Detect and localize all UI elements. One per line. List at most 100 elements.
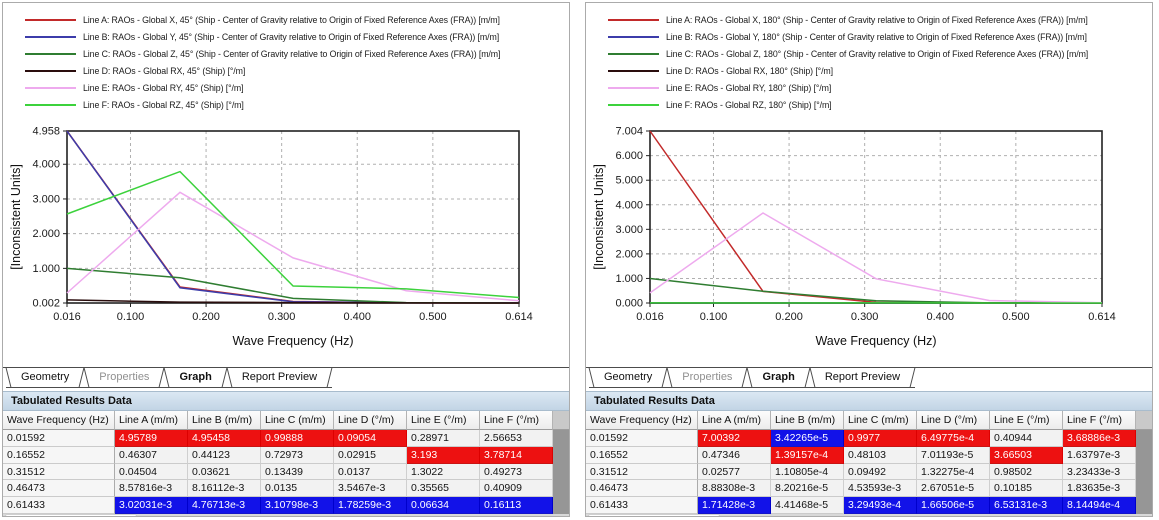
cell-line-f[interactable]: 0.16113 <box>480 497 553 514</box>
cell-frequency[interactable]: 0.16552 <box>586 446 698 464</box>
cell-line-f[interactable]: 8.14494e-4 <box>1063 497 1136 514</box>
cell-line-c[interactable]: 0.9977 <box>844 430 917 447</box>
tab-graph[interactable]: Graph <box>747 368 810 388</box>
tab-report-preview[interactable]: Report Preview <box>809 368 916 388</box>
cell-line-c[interactable]: 0.99888 <box>261 430 334 447</box>
cell-line-c[interactable]: 3.29493e-4 <box>844 497 917 514</box>
cell-line-f[interactable]: 0.40909 <box>480 480 553 498</box>
row-filler <box>553 446 569 464</box>
cell-line-a[interactable]: 0.02577 <box>698 463 771 481</box>
cell-line-d[interactable]: 7.01193e-5 <box>917 446 990 464</box>
legend-item: Line C: RAOs - Global Z, 180° (Ship - Ce… <box>608 46 1148 63</box>
cell-line-c[interactable]: 3.10798e-3 <box>261 497 334 514</box>
cell-line-d[interactable]: 1.66506e-5 <box>917 497 990 514</box>
cell-line-b[interactable]: 4.41468e-5 <box>771 497 844 514</box>
svg-text:0.016: 0.016 <box>53 311 81 323</box>
cell-frequency[interactable]: 0.46473 <box>586 480 698 498</box>
cell-line-e[interactable]: 0.28971 <box>407 430 480 447</box>
cell-frequency[interactable]: 0.16552 <box>3 446 115 464</box>
series-line-d <box>66 299 520 304</box>
tab-geometry[interactable]: Geometry <box>6 368 85 388</box>
view-tabstrip: Geometry Properties Graph Report Preview <box>3 367 569 388</box>
cell-line-f[interactable]: 1.63797e-3 <box>1063 446 1136 464</box>
cell-line-f[interactable]: 3.23433e-3 <box>1063 463 1136 481</box>
cell-line-a[interactable]: 7.00392 <box>698 430 771 447</box>
cell-frequency[interactable]: 0.01592 <box>3 430 115 447</box>
cell-line-b[interactable]: 8.20216e-5 <box>771 480 844 498</box>
cell-line-b[interactable]: 3.42265e-5 <box>771 430 844 447</box>
horizontal-scrollbar[interactable] <box>3 513 569 516</box>
cell-line-c[interactable]: 4.53593e-3 <box>844 480 917 498</box>
table-row: 0.16552 0.46307 0.44123 0.72973 0.02915 … <box>3 446 569 464</box>
cell-line-f[interactable]: 0.49273 <box>480 463 553 481</box>
legend-label: Line E: RAOs - Global RY, 180° (Ship) [°… <box>666 83 832 93</box>
series-line-e <box>649 212 1103 304</box>
cell-line-f[interactable]: 1.83635e-3 <box>1063 480 1136 498</box>
cell-line-d[interactable]: 1.78259e-3 <box>334 497 407 514</box>
tab-properties[interactable]: Properties <box>667 368 748 388</box>
svg-text:0.614: 0.614 <box>1088 311 1116 323</box>
table-row: 0.01592 4.95789 4.95458 0.99888 0.09054 … <box>3 430 569 447</box>
cell-line-d[interactable]: 0.09054 <box>334 430 407 447</box>
legend-line-swatch <box>25 53 76 56</box>
cell-line-a[interactable]: 4.95789 <box>115 430 188 447</box>
cell-line-b[interactable]: 4.76713e-3 <box>188 497 261 514</box>
scrollbar-thumb[interactable] <box>588 513 720 516</box>
cell-line-e[interactable]: 1.3022 <box>407 463 480 481</box>
cell-frequency[interactable]: 0.46473 <box>3 480 115 498</box>
legend-item: Line D: RAOs - Global RX, 180° (Ship) [°… <box>608 63 1148 80</box>
cell-line-b[interactable]: 0.03621 <box>188 463 261 481</box>
cell-line-b[interactable]: 1.10805e-4 <box>771 463 844 481</box>
cell-frequency[interactable]: 0.61433 <box>3 497 115 514</box>
cell-line-d[interactable]: 0.02915 <box>334 446 407 464</box>
legend-label: Line F: RAOs - Global RZ, 45° (Ship) [°/… <box>83 99 244 110</box>
cell-line-b[interactable]: 8.16112e-3 <box>188 480 261 498</box>
cell-line-a[interactable]: 1.71428e-3 <box>698 497 771 514</box>
cell-line-e[interactable]: 0.98502 <box>990 463 1063 481</box>
cell-line-b[interactable]: 0.44123 <box>188 446 261 464</box>
cell-line-d[interactable]: 3.5467e-3 <box>334 480 407 498</box>
series-line-c <box>649 277 1103 304</box>
cell-line-a[interactable]: 3.02031e-3 <box>115 497 188 514</box>
cell-frequency[interactable]: 0.01592 <box>586 430 698 447</box>
cell-line-d[interactable]: 0.0137 <box>334 463 407 481</box>
cell-line-c[interactable]: 0.0135 <box>261 480 334 498</box>
cell-line-c[interactable]: 0.13439 <box>261 463 334 481</box>
cell-line-b[interactable]: 1.39157e-4 <box>771 446 844 464</box>
cell-line-a[interactable]: 0.46307 <box>115 446 188 464</box>
legend-item: Line B: RAOs - Global Y, 180° (Ship - Ce… <box>608 29 1148 46</box>
tab-properties[interactable]: Properties <box>84 368 165 388</box>
cell-line-d[interactable]: 1.32275e-4 <box>917 463 990 481</box>
cell-line-a[interactable]: 8.57816e-3 <box>115 480 188 498</box>
cell-line-c[interactable]: 0.48103 <box>844 446 917 464</box>
cell-frequency[interactable]: 0.61433 <box>586 497 698 514</box>
cell-line-b[interactable]: 4.95458 <box>188 430 261 447</box>
tab-geometry[interactable]: Geometry <box>589 368 668 388</box>
table-row: 0.46473 8.88308e-3 8.20216e-5 4.53593e-3… <box>586 480 1152 498</box>
cell-line-d[interactable]: 2.67051e-5 <box>917 480 990 498</box>
cell-line-c[interactable]: 0.72973 <box>261 446 334 464</box>
cell-line-a[interactable]: 0.04504 <box>115 463 188 481</box>
scrollbar-thumb[interactable] <box>5 513 137 516</box>
cell-line-a[interactable]: 8.88308e-3 <box>698 480 771 498</box>
cell-line-f[interactable]: 3.78714 <box>480 446 553 464</box>
cell-line-e[interactable]: 6.53131e-3 <box>990 497 1063 514</box>
cell-frequency[interactable]: 0.31512 <box>586 463 698 481</box>
cell-line-e[interactable]: 3.66503 <box>990 446 1063 464</box>
cell-line-e[interactable]: 0.06634 <box>407 497 480 514</box>
cell-line-a[interactable]: 0.47346 <box>698 446 771 464</box>
legend-label: Line F: RAOs - Global RZ, 180° (Ship) [°… <box>666 99 832 110</box>
cell-line-e[interactable]: 0.40944 <box>990 430 1063 447</box>
cell-line-f[interactable]: 2.56653 <box>480 430 553 447</box>
cell-line-e[interactable]: 0.35565 <box>407 480 480 498</box>
cell-line-f[interactable]: 3.68886e-3 <box>1063 430 1136 447</box>
cell-line-e[interactable]: 0.10185 <box>990 480 1063 498</box>
tab-graph[interactable]: Graph <box>164 368 227 388</box>
horizontal-scrollbar[interactable] <box>586 513 1152 516</box>
cell-line-d[interactable]: 6.49775e-4 <box>917 430 990 447</box>
series-line-f <box>66 170 520 299</box>
cell-line-e[interactable]: 3.193 <box>407 446 480 464</box>
cell-frequency[interactable]: 0.31512 <box>3 463 115 481</box>
cell-line-c[interactable]: 0.09492 <box>844 463 917 481</box>
tab-report-preview[interactable]: Report Preview <box>226 368 333 388</box>
